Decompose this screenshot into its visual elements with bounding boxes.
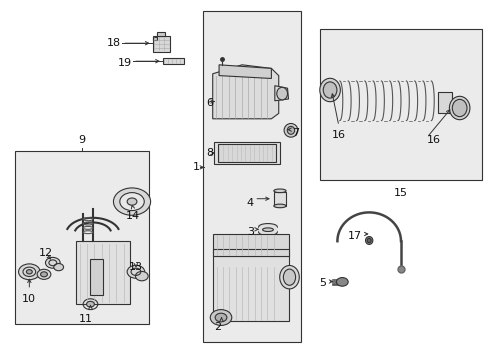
Bar bbox=[152, 36, 170, 52]
Circle shape bbox=[120, 193, 144, 211]
Bar bbox=[157, 32, 165, 36]
Circle shape bbox=[45, 257, 60, 268]
Polygon shape bbox=[212, 65, 278, 119]
Bar bbox=[152, 37, 157, 40]
Bar bbox=[212, 234, 288, 256]
Ellipse shape bbox=[273, 204, 285, 208]
Text: 16: 16 bbox=[426, 135, 440, 145]
Text: 12: 12 bbox=[39, 248, 52, 258]
Polygon shape bbox=[219, 65, 271, 78]
Bar bbox=[320, 29, 481, 180]
Bar bbox=[214, 142, 280, 164]
Text: 13: 13 bbox=[129, 262, 142, 272]
Bar bbox=[212, 249, 288, 256]
Bar bbox=[15, 151, 149, 324]
Text: 8: 8 bbox=[205, 148, 213, 158]
Text: 1: 1 bbox=[192, 162, 199, 172]
Bar bbox=[437, 92, 451, 113]
Text: 9: 9 bbox=[79, 135, 85, 145]
Polygon shape bbox=[274, 86, 288, 101]
Bar bbox=[212, 255, 288, 321]
Ellipse shape bbox=[365, 237, 372, 244]
Ellipse shape bbox=[262, 228, 273, 231]
Ellipse shape bbox=[276, 87, 287, 100]
Text: 18: 18 bbox=[107, 38, 121, 48]
Ellipse shape bbox=[286, 126, 294, 134]
Circle shape bbox=[113, 188, 150, 215]
Ellipse shape bbox=[279, 266, 299, 289]
Circle shape bbox=[215, 313, 226, 322]
Ellipse shape bbox=[258, 229, 277, 235]
Ellipse shape bbox=[366, 238, 370, 243]
Bar bbox=[163, 58, 184, 64]
Ellipse shape bbox=[451, 99, 466, 117]
Circle shape bbox=[86, 301, 94, 307]
Bar bbox=[258, 227, 277, 232]
Text: 17: 17 bbox=[347, 231, 361, 241]
Circle shape bbox=[127, 198, 137, 205]
Bar bbox=[273, 192, 285, 206]
Text: 6: 6 bbox=[206, 98, 213, 108]
Circle shape bbox=[54, 264, 63, 271]
Ellipse shape bbox=[319, 78, 340, 102]
Text: 7: 7 bbox=[292, 128, 299, 138]
Text: 14: 14 bbox=[126, 211, 140, 221]
Circle shape bbox=[19, 264, 40, 280]
Text: 19: 19 bbox=[118, 58, 132, 68]
Bar bbox=[76, 241, 129, 304]
Circle shape bbox=[41, 272, 47, 277]
Text: 5: 5 bbox=[319, 278, 326, 288]
Circle shape bbox=[210, 310, 231, 325]
Text: 4: 4 bbox=[246, 198, 253, 208]
Text: 10: 10 bbox=[21, 294, 35, 305]
Text: 15: 15 bbox=[393, 188, 407, 198]
Ellipse shape bbox=[284, 123, 297, 137]
Circle shape bbox=[37, 269, 51, 279]
Circle shape bbox=[135, 271, 148, 281]
Ellipse shape bbox=[283, 269, 295, 285]
Ellipse shape bbox=[258, 224, 277, 230]
Text: 16: 16 bbox=[331, 130, 345, 140]
Ellipse shape bbox=[323, 82, 336, 98]
Ellipse shape bbox=[273, 189, 285, 193]
Bar bbox=[203, 11, 300, 342]
Text: 11: 11 bbox=[79, 314, 92, 324]
Bar bbox=[217, 144, 276, 162]
Circle shape bbox=[26, 270, 32, 274]
Circle shape bbox=[336, 278, 347, 286]
Ellipse shape bbox=[448, 96, 469, 120]
Circle shape bbox=[127, 265, 144, 278]
Text: 2: 2 bbox=[213, 322, 221, 332]
Bar bbox=[90, 259, 102, 295]
Text: 3: 3 bbox=[246, 227, 253, 237]
